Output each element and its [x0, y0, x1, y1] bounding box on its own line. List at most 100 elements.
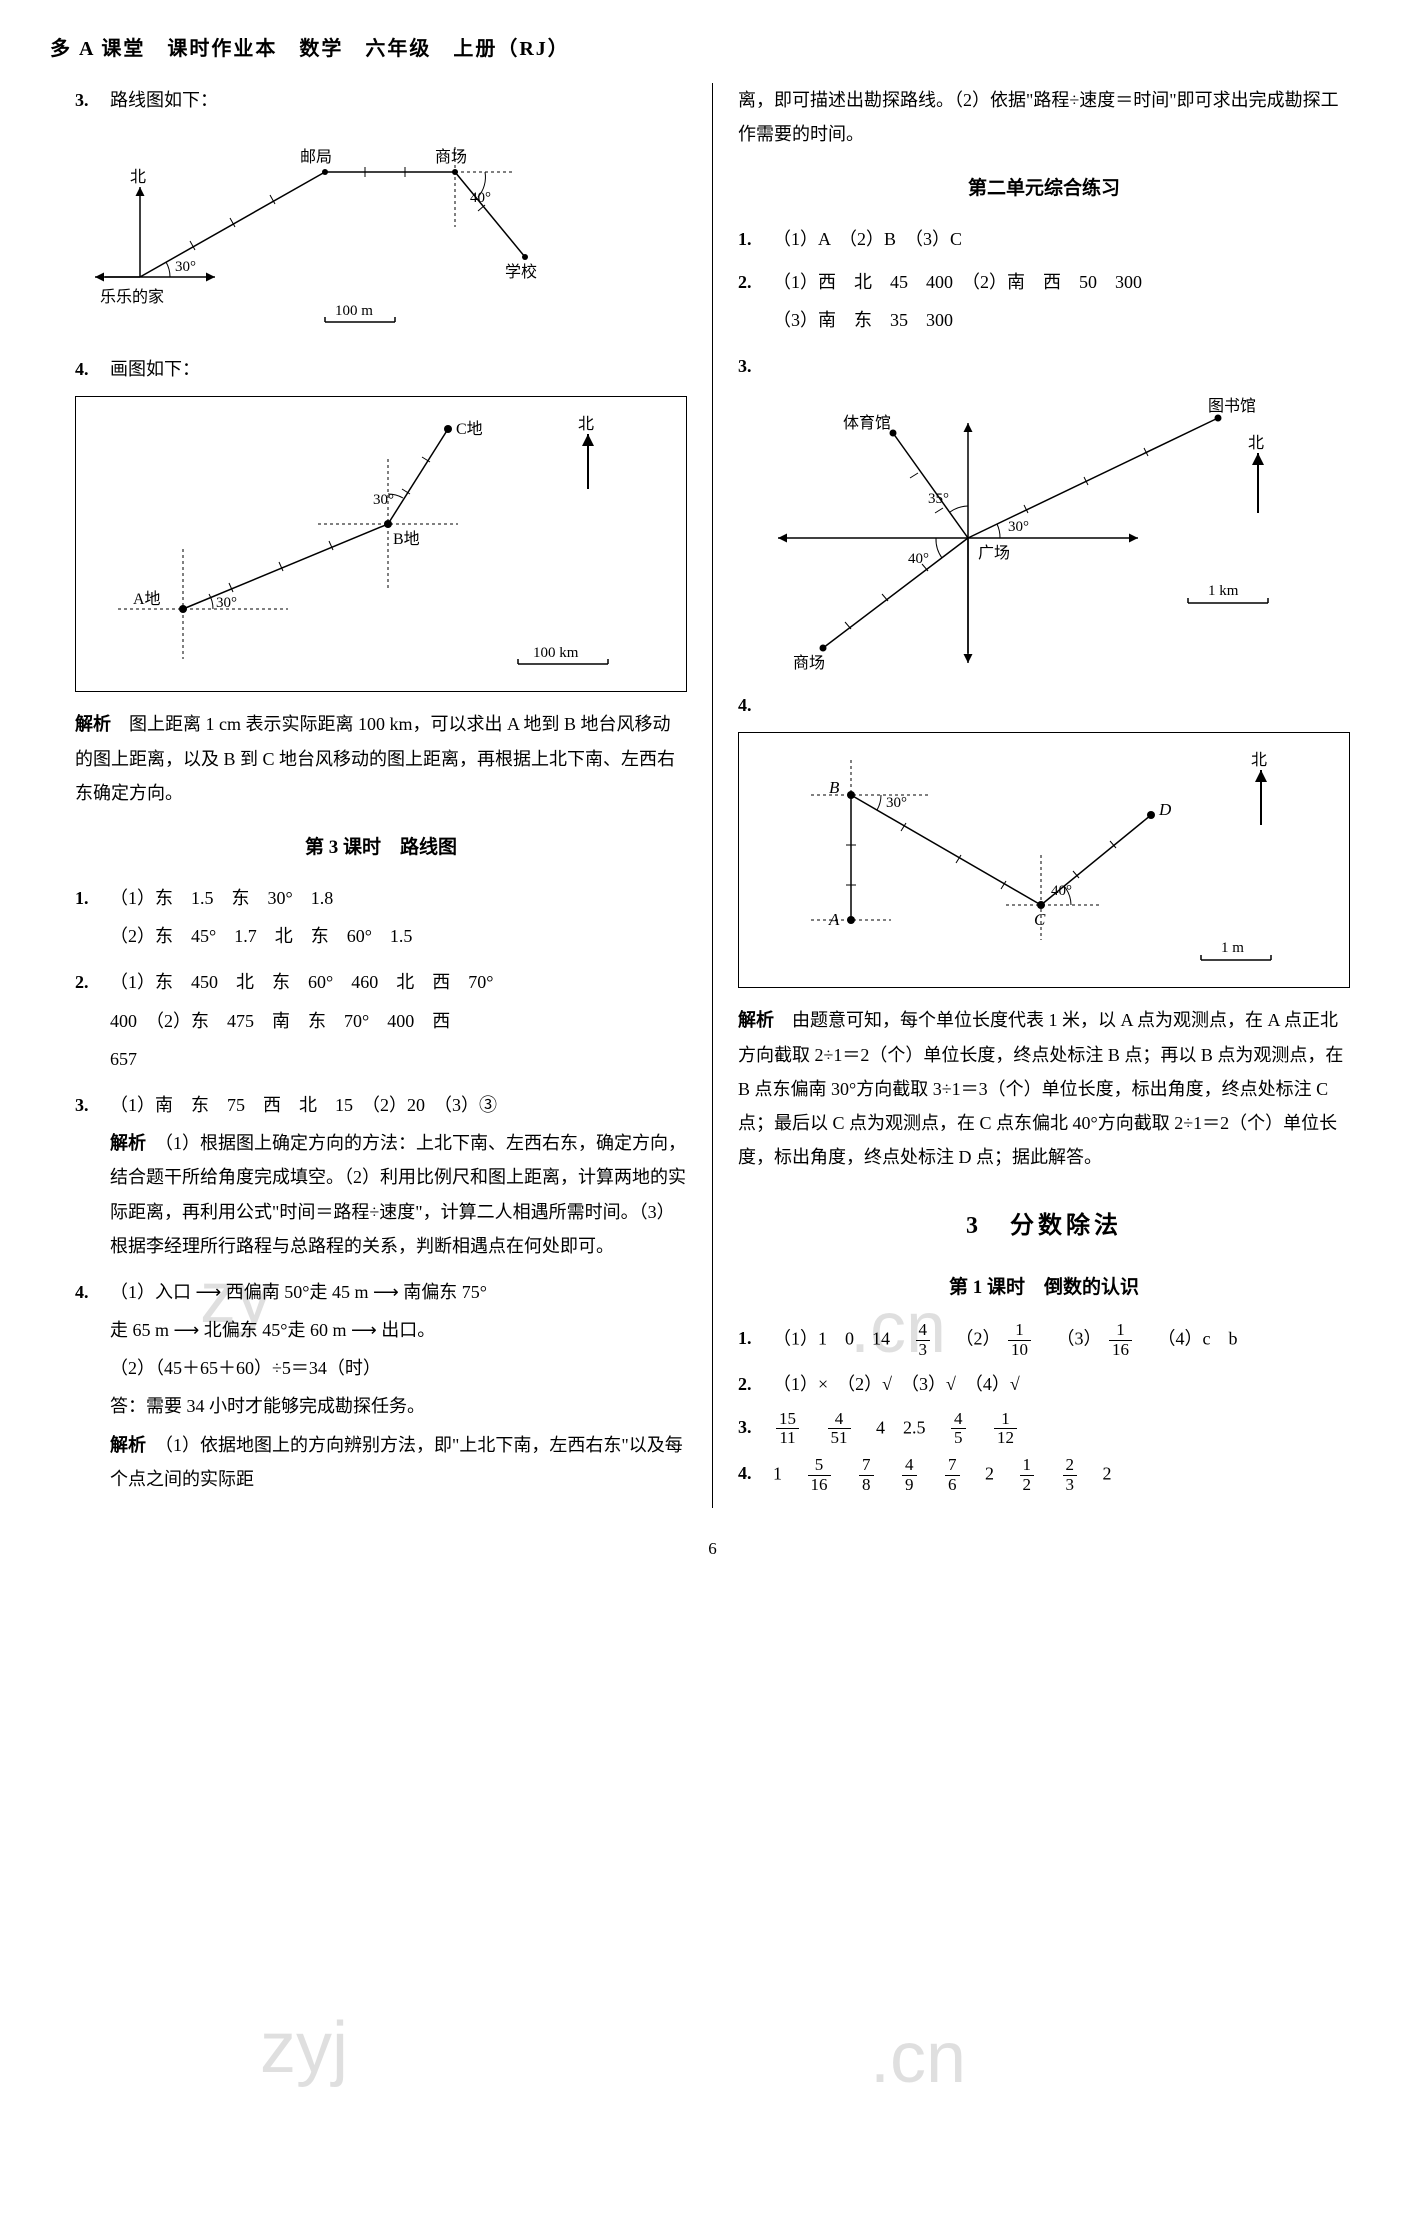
- q-line: 400 （2）东 475 南 东 70° 400 西: [110, 1004, 687, 1038]
- q-body: （1）A （2）B （3）C: [773, 222, 1350, 256]
- u2-q1: 1. （1）A （2）B （3）C: [738, 222, 1350, 256]
- fraction: 451: [828, 1410, 851, 1448]
- svg-text:B: B: [829, 778, 840, 797]
- right-column: 离，即可描述出勘探路线。（2）依据"路程÷速度＝时间"即可求出完成勘探工作需要的…: [713, 83, 1375, 1508]
- q-line: （1）入口 ⟶ 西偏南 50°走 45 m ⟶ 南偏东 75°: [110, 1275, 687, 1309]
- analysis-text: 由题意可知，每个单位长度代表 1 米，以 A 点为观测点，在 A 点正北方向截取…: [738, 1010, 1343, 1167]
- sec3-q1: 1. （1）东 1.5 东 30° 1.8 （2）东 45° 1.7 北 东 6…: [75, 881, 687, 957]
- svg-text:35°: 35°: [928, 491, 949, 507]
- chapter-title: 3 分数除法: [738, 1204, 1350, 1250]
- svg-text:北: 北: [1251, 751, 1267, 769]
- fraction: 110: [1008, 1321, 1031, 1359]
- continuation-text: 离，即可描述出勘探路线。（2）依据"路程÷速度＝时间"即可求出完成勘探工作需要的…: [738, 83, 1350, 151]
- q-post: 2: [1085, 1463, 1112, 1483]
- analysis-label: 解析: [110, 1133, 146, 1153]
- q-text: 画图如下：: [110, 359, 200, 379]
- figure-route-map: 北 30° 邮局 商场 40°: [75, 127, 687, 337]
- q-text: （1）× （2）√ （3）√ （4）√: [773, 1374, 1020, 1394]
- q-body: [773, 688, 1350, 722]
- q-line: 657: [110, 1042, 687, 1076]
- q-number: 4.: [75, 352, 110, 386]
- q-body: （1）东 1.5 东 30° 1.8 （2）东 45° 1.7 北 东 60° …: [110, 881, 687, 957]
- fraction: 23: [1063, 1456, 1078, 1494]
- c3s1-q4: 4. 1 516 78 49 76 2 12 23 2: [738, 1456, 1350, 1494]
- svg-text:北: 北: [1248, 434, 1264, 452]
- q-body: 路线图如下：: [110, 83, 687, 117]
- q-line: （1）西 北 45 400 （2）南 西 50 300: [773, 265, 1350, 299]
- svg-text:图书馆: 图书馆: [1208, 397, 1256, 415]
- fraction: 49: [902, 1456, 917, 1494]
- analysis-label: 解析: [110, 1435, 146, 1455]
- fraction: 45: [951, 1410, 966, 1448]
- analysis-label: 解析: [738, 1010, 774, 1030]
- svg-text:B地: B地: [393, 530, 420, 548]
- q-body: 1511 451 4 2.5 45 112: [773, 1410, 1350, 1448]
- q-body: 1 516 78 49 76 2 12 23 2: [773, 1456, 1350, 1494]
- q-line: （1）南 东 75 西 北 15 （2）20 （3）③: [110, 1088, 687, 1122]
- q-body: （1）1 0 14 43 （2） 110 （3） 116 （4）c b: [773, 1321, 1350, 1359]
- svg-text:D: D: [1158, 800, 1172, 819]
- analysis-text: 图上距离 1 cm 表示实际距离 100 km，可以求出 A 地到 B 地台风移…: [75, 714, 675, 802]
- svg-text:邮局: 邮局: [300, 148, 332, 166]
- svg-text:商场: 商场: [435, 148, 467, 166]
- sec3-q3: 3. （1）南 东 75 西 北 15 （2）20 （3）③ 解析 （1）根据图…: [75, 1088, 687, 1267]
- fraction: 76: [945, 1456, 960, 1494]
- unit2-title: 第二单元综合练习: [738, 171, 1350, 207]
- u2-analysis4: 解析 由题意可知，每个单位长度代表 1 米，以 A 点为观测点，在 A 点正北方…: [738, 1003, 1350, 1174]
- q-line: （1）东 1.5 东 30° 1.8: [110, 881, 687, 915]
- section-title: 第 3 课时 路线图: [75, 830, 687, 866]
- figure-typhoon-map: 北 A地 30° B地 30°: [75, 396, 687, 692]
- c3s1-q3: 3. 1511 451 4 2.5 45 112: [738, 1410, 1350, 1448]
- svg-text:广场: 广场: [978, 544, 1010, 562]
- svg-text:30°: 30°: [216, 595, 237, 611]
- q-body: （1）南 东 75 西 北 15 （2）20 （3）③ 解析 （1）根据图上确定…: [110, 1088, 687, 1267]
- svg-text:A地: A地: [133, 590, 161, 608]
- svg-text:30°: 30°: [373, 492, 394, 508]
- q-number: 1.: [738, 1321, 773, 1359]
- q-body: [773, 349, 1350, 383]
- svg-text:乐乐的家: 乐乐的家: [100, 288, 164, 306]
- c3s1-q1: 1. （1）1 0 14 43 （2） 110 （3） 116 （4）c b: [738, 1321, 1350, 1359]
- two-column-layout: 3. 路线图如下： 北 30° 邮局: [50, 83, 1375, 1508]
- q-number: 4.: [738, 1456, 773, 1494]
- c3s1-title: 第 1 课时 倒数的认识: [738, 1270, 1350, 1306]
- fraction: 112: [994, 1410, 1017, 1448]
- svg-text:30°: 30°: [1008, 519, 1029, 535]
- q-part: （4）c b: [1158, 1328, 1238, 1348]
- q-line: 走 65 m ⟶ 北偏东 45°走 60 m ⟶ 出口。: [110, 1313, 687, 1347]
- page-header: 多 A 课堂 课时作业本 数学 六年级 上册（RJ）: [50, 30, 1375, 68]
- svg-text:C地: C地: [456, 420, 483, 438]
- watermark: zyj: [260, 1980, 348, 2117]
- analysis-text: （1）依据地图上的方向辨别方法，即"上北下南，左西右东"以及每个点之间的实际距: [110, 1435, 683, 1489]
- q-number: 3.: [738, 1410, 773, 1448]
- q-text: （1）A （2）B （3）C: [773, 229, 962, 249]
- q-body: （1）东 450 北 东 60° 460 北 西 70° 400 （2）东 47…: [110, 965, 687, 1080]
- analysis-block: 解析 图上距离 1 cm 表示实际距离 100 km，可以求出 A 地到 B 地…: [75, 707, 687, 810]
- q-number: 2.: [738, 265, 773, 341]
- q-number: 3.: [75, 1088, 110, 1267]
- q-part: （3）: [1057, 1328, 1102, 1348]
- q-body: 画图如下：: [110, 352, 687, 386]
- sec3-q4: 4. （1）入口 ⟶ 西偏南 50°走 45 m ⟶ 南偏东 75° 走 65 …: [75, 1275, 687, 1500]
- q-mid: 2: [967, 1463, 1012, 1483]
- left-column: 3. 路线图如下： 北 30° 邮局: [50, 83, 713, 1508]
- u2-q3: 3.: [738, 349, 1350, 383]
- left-q3: 3. 路线图如下：: [75, 83, 687, 117]
- fraction: 1511: [776, 1410, 799, 1448]
- q-part: （1）1 0 14: [773, 1328, 908, 1348]
- analysis-label: 解析: [75, 714, 111, 734]
- q-number: 4.: [75, 1275, 110, 1500]
- svg-text:30°: 30°: [886, 795, 907, 811]
- c3s1-q2: 2. （1）× （2）√ （3）√ （4）√: [738, 1367, 1350, 1401]
- q-pre: 1: [773, 1463, 800, 1483]
- q-number: 4.: [738, 688, 773, 722]
- q-body: （1）入口 ⟶ 西偏南 50°走 45 m ⟶ 南偏东 75° 走 65 m ⟶…: [110, 1275, 687, 1500]
- fraction: 12: [1020, 1456, 1035, 1494]
- q-number: 3.: [75, 83, 110, 117]
- u2-q2: 2. （1）西 北 45 400 （2）南 西 50 300 （3）南 东 35…: [738, 265, 1350, 341]
- q-line: （3）南 东 35 300: [773, 303, 1350, 337]
- svg-text:30°: 30°: [175, 259, 196, 275]
- q-number: 1.: [75, 881, 110, 957]
- q-body: （1）西 北 45 400 （2）南 西 50 300 （3）南 东 35 30…: [773, 265, 1350, 341]
- q-number: 3.: [738, 349, 773, 383]
